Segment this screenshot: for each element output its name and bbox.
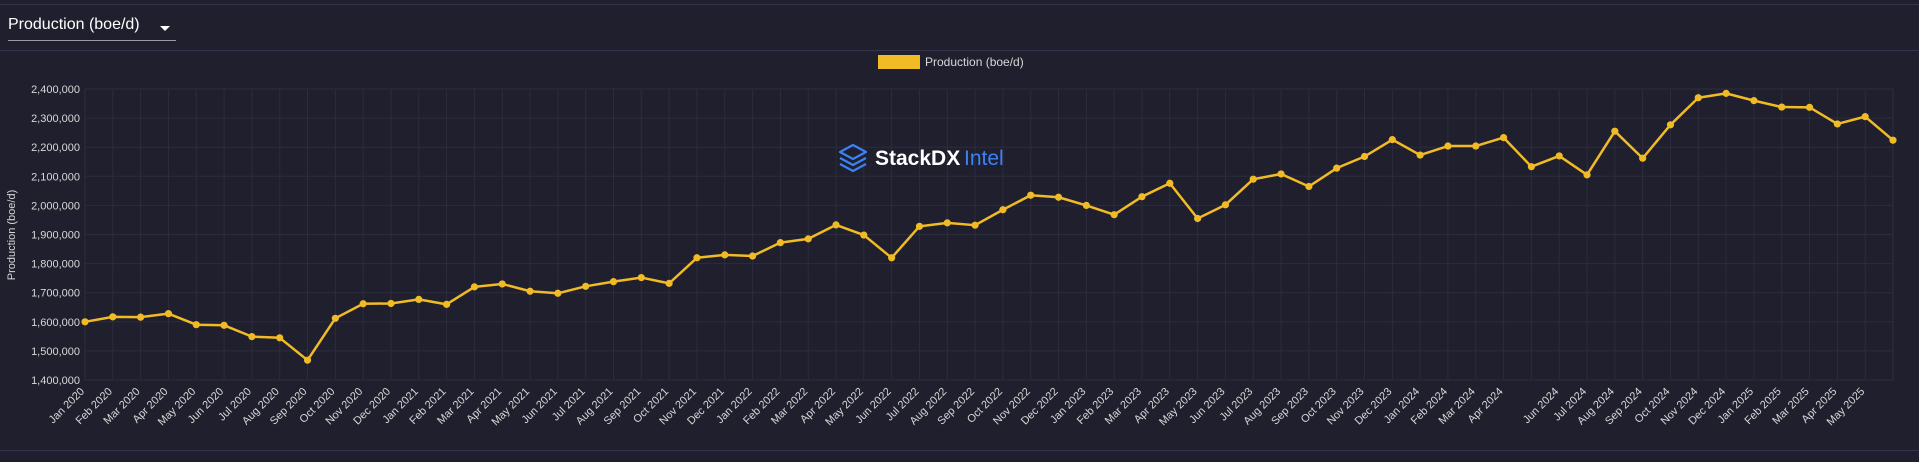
data-point[interactable] xyxy=(582,282,590,290)
production-chart: StackDX Intel Production (boe/d) Product… xyxy=(0,51,1919,450)
data-point[interactable] xyxy=(164,310,173,318)
y-axis-ticks: 1,400,000 1,500,000 1,600,000 1,700,000 1,80… xyxy=(31,84,80,387)
y-tick-label: 2,300,000 xyxy=(31,113,80,125)
data-point[interactable] xyxy=(1611,127,1619,135)
data-point[interactable] xyxy=(721,251,729,259)
data-point[interactable] xyxy=(804,235,812,243)
data-point[interactable] xyxy=(609,278,618,286)
data-point[interactable] xyxy=(554,289,562,297)
watermark-brand-suffix: Intel xyxy=(964,147,1004,170)
data-point[interactable] xyxy=(1138,193,1146,201)
data-point[interactable] xyxy=(1805,103,1814,111)
stackdx-watermark: StackDX Intel xyxy=(838,143,1004,173)
data-point[interactable] xyxy=(943,219,951,227)
data-point[interactable] xyxy=(776,239,784,247)
data-point[interactable] xyxy=(359,300,367,308)
data-point[interactable] xyxy=(1527,163,1535,171)
data-point[interactable] xyxy=(637,273,645,282)
data-point[interactable] xyxy=(109,313,117,321)
data-point[interactable] xyxy=(1194,214,1202,223)
chevron-down-icon xyxy=(160,26,170,31)
metric-dropdown-label: Production (boe/d) xyxy=(8,16,140,33)
data-point[interactable] xyxy=(1166,179,1174,187)
data-point[interactable] xyxy=(1750,97,1758,105)
data-point[interactable] xyxy=(331,314,339,322)
data-point[interactable] xyxy=(1583,171,1591,179)
data-point[interactable] xyxy=(220,321,228,329)
production-line-chart: StackDX Intel Production (boe/d) Product… xyxy=(6,55,1897,429)
data-point[interactable] xyxy=(498,280,506,288)
data-point[interactable] xyxy=(1388,136,1396,144)
data-point[interactable] xyxy=(888,254,896,262)
data-point[interactable] xyxy=(1861,113,1869,121)
series xyxy=(81,89,1897,364)
y-axis-label: Production (boe/d) xyxy=(6,190,18,281)
header-divider xyxy=(0,50,1919,51)
y-tick-label: 1,900,000 xyxy=(31,230,80,242)
data-point[interactable] xyxy=(1027,191,1035,199)
y-tick-label: 1,400,000 xyxy=(31,375,80,387)
data-point[interactable] xyxy=(1082,201,1090,209)
data-point[interactable] xyxy=(1444,142,1452,150)
data-point[interactable] xyxy=(1110,211,1118,219)
data-point[interactable] xyxy=(832,221,840,229)
data-point[interactable] xyxy=(1054,193,1063,201)
data-point[interactable] xyxy=(1694,94,1702,102)
data-point[interactable] xyxy=(248,333,256,341)
data-point[interactable] xyxy=(526,287,534,295)
data-point[interactable] xyxy=(915,222,924,230)
data-point[interactable] xyxy=(1499,133,1508,142)
y-tick-label: 2,400,000 xyxy=(31,84,80,96)
data-point[interactable] xyxy=(1555,152,1563,160)
data-point[interactable] xyxy=(860,231,868,239)
data-point[interactable] xyxy=(1305,182,1313,191)
layers-logo-icon xyxy=(838,143,868,173)
data-point[interactable] xyxy=(1666,121,1675,129)
data-point[interactable] xyxy=(1416,151,1424,159)
data-point[interactable] xyxy=(748,252,757,260)
data-point[interactable] xyxy=(276,334,284,342)
data-point[interactable] xyxy=(1639,154,1647,162)
data-point[interactable] xyxy=(137,313,145,321)
legend-swatch xyxy=(878,55,920,69)
data-point[interactable] xyxy=(192,321,200,329)
watermark-brand: StackDX xyxy=(875,147,960,170)
data-point[interactable] xyxy=(1277,170,1285,178)
data-point[interactable] xyxy=(443,300,451,308)
top-divider xyxy=(0,4,1919,5)
data-point[interactable] xyxy=(415,295,423,303)
data-point[interactable] xyxy=(1221,201,1230,209)
data-point[interactable] xyxy=(387,299,395,308)
metric-dropdown[interactable]: Production (boe/d) xyxy=(8,14,176,41)
data-point[interactable] xyxy=(470,283,479,291)
data-point[interactable] xyxy=(81,318,89,326)
data-point[interactable] xyxy=(303,356,312,364)
y-tick-label: 2,100,000 xyxy=(31,171,80,183)
data-point[interactable] xyxy=(665,279,673,287)
y-tick-label: 2,200,000 xyxy=(31,142,80,154)
data-point[interactable] xyxy=(999,206,1007,214)
data-point[interactable] xyxy=(1360,152,1369,161)
data-point[interactable] xyxy=(1249,175,1257,183)
series-line xyxy=(84,92,1894,362)
y-tick-label: 1,800,000 xyxy=(31,259,80,271)
data-point[interactable] xyxy=(1333,164,1341,172)
data-point[interactable] xyxy=(971,221,979,229)
legend-label: Production (boe/d) xyxy=(925,55,1024,69)
data-point[interactable] xyxy=(1472,142,1480,150)
grid xyxy=(84,88,1894,381)
y-tick-label: 1,700,000 xyxy=(31,288,80,300)
bottom-divider xyxy=(0,450,1919,451)
legend: Production (boe/d) xyxy=(878,55,1024,69)
data-point[interactable] xyxy=(1889,136,1897,144)
y-tick-label: 1,500,000 xyxy=(31,346,80,358)
y-tick-label: 1,600,000 xyxy=(31,317,80,329)
data-point[interactable] xyxy=(1833,120,1841,128)
y-tick-label: 2,000,000 xyxy=(31,200,80,212)
data-point[interactable] xyxy=(1778,103,1786,111)
data-point[interactable] xyxy=(1722,89,1730,97)
data-point[interactable] xyxy=(693,254,701,262)
